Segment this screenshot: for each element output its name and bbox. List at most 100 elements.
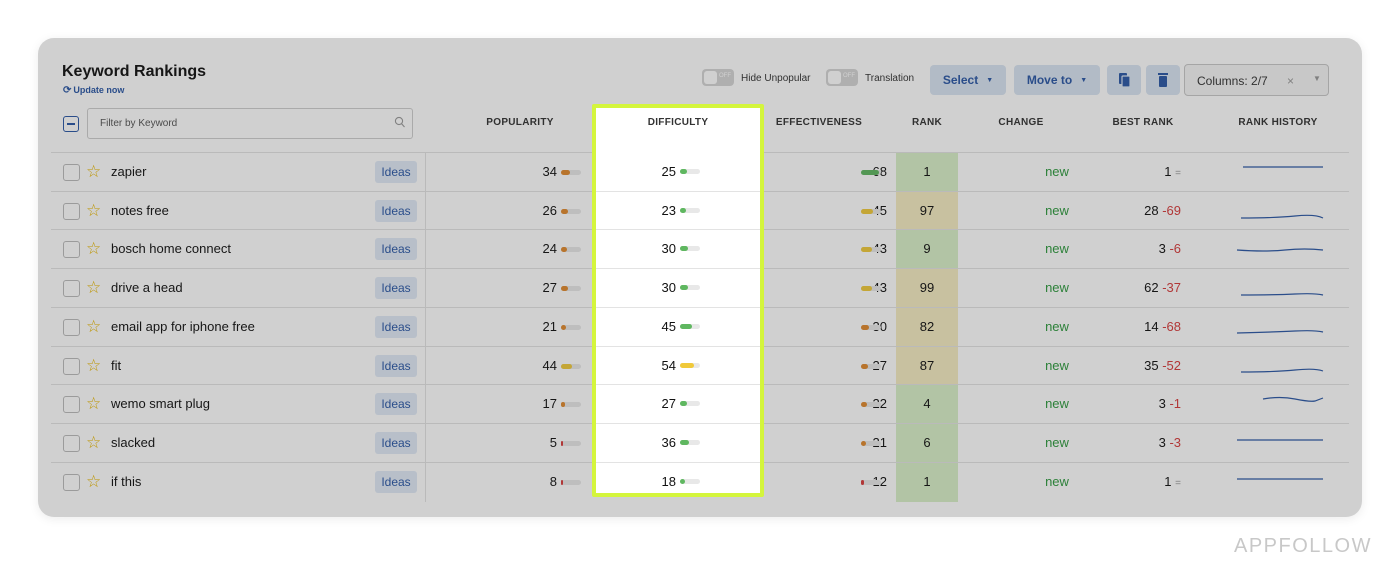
rank-history-sparkline	[1237, 439, 1323, 441]
toggle-state: OFF	[843, 73, 855, 79]
translation-toggle[interactable]: OFF	[826, 69, 858, 86]
difficulty-bar	[680, 169, 700, 174]
star-icon[interactable]: ☆	[86, 162, 102, 181]
best-rank-value: 1	[1164, 473, 1172, 489]
keyword-text[interactable]: wemo smart plug	[111, 396, 210, 412]
table-row[interactable]: ☆ if this Ideas 8 12 1 new 1 =	[51, 461, 1349, 502]
best-rank-value: 62	[1144, 280, 1159, 296]
columns-selector[interactable]: Columns: 2/7 × ▼	[1184, 64, 1329, 96]
column-header-difficulty-highlighted[interactable]: DIFFICULTY	[647, 117, 709, 128]
effectiveness-bar	[861, 208, 881, 214]
star-icon[interactable]: ☆	[86, 200, 102, 220]
popularity-value: 27	[542, 280, 557, 296]
column-divider	[425, 346, 426, 386]
keyword-text[interactable]: slacked	[111, 434, 156, 450]
difficulty-row-divider	[596, 229, 760, 231]
row-checkbox[interactable]	[63, 357, 80, 375]
star-icon[interactable]: ☆	[86, 316, 102, 336]
keyword-text[interactable]: bosch home connect	[111, 241, 231, 257]
change-value: new	[1045, 434, 1069, 450]
ideas-button[interactable]: Ideas	[375, 315, 417, 338]
copy-button[interactable]	[1107, 65, 1141, 95]
rank-value: 87	[896, 346, 958, 386]
rank-history-sparkline	[1243, 166, 1323, 168]
column-header-rank-history[interactable]: RANK HISTORY	[1238, 117, 1318, 128]
select-dropdown-button[interactable]: Select ▼	[930, 65, 1006, 95]
difficulty-value: 30	[661, 280, 676, 296]
difficulty-bar	[680, 323, 700, 329]
difficulty-value: 54	[661, 357, 676, 373]
ideas-button[interactable]: Ideas	[375, 470, 417, 493]
keyword-text[interactable]: if this	[111, 473, 142, 489]
popularity-value: 8	[549, 473, 557, 489]
table-row[interactable]: ☆ notes free Ideas 26 45 97 new 28 -69	[51, 190, 1349, 231]
keyword-text[interactable]: zapier	[111, 164, 147, 179]
column-divider	[425, 385, 426, 425]
rank-value: 82	[896, 307, 958, 347]
row-checkbox[interactable]	[63, 241, 80, 259]
difficulty-value: 25	[661, 164, 676, 179]
best-rank-cell: 3 -3	[1111, 424, 1181, 463]
column-header-best-rank[interactable]: BEST RANK	[1112, 117, 1174, 128]
move-to-dropdown-button[interactable]: Move to ▼	[1014, 65, 1100, 95]
row-checkbox[interactable]	[63, 434, 80, 452]
star-icon[interactable]: ☆	[86, 239, 102, 259]
star-icon[interactable]: ☆	[86, 471, 102, 491]
row-checkbox[interactable]	[63, 473, 80, 491]
column-header-change[interactable]: CHANGE	[998, 117, 1044, 128]
popularity-bar	[561, 324, 581, 330]
keyword-text[interactable]: fit	[111, 357, 122, 373]
star-icon[interactable]: ☆	[86, 355, 102, 375]
ideas-button[interactable]: Ideas	[375, 393, 417, 416]
row-checkbox[interactable]	[63, 318, 80, 336]
keyword-text[interactable]: drive a head	[111, 280, 183, 296]
update-now-link[interactable]: ⟳ Update now	[63, 85, 124, 96]
column-header-popularity[interactable]: POPULARITY	[486, 117, 554, 128]
row-checkbox[interactable]	[63, 202, 80, 220]
best-rank-cell: 28 -69	[1111, 192, 1181, 231]
best-rank-delta: -69	[1162, 202, 1181, 218]
row-checkbox[interactable]	[63, 164, 80, 181]
chevron-down-icon[interactable]: ▼	[1313, 74, 1321, 83]
column-header-effectiveness[interactable]: EFFECTIVENESS	[775, 117, 863, 128]
row-checkbox[interactable]	[63, 396, 80, 414]
ideas-button[interactable]: Ideas	[375, 161, 417, 183]
ideas-button[interactable]: Ideas	[375, 277, 417, 300]
best-rank-delta: -6	[1169, 241, 1181, 257]
best-rank-value: 3	[1158, 434, 1166, 450]
difficulty-value: 27	[661, 396, 676, 412]
best-rank-value: 28	[1144, 202, 1159, 218]
difficulty-row-divider	[596, 461, 760, 463]
column-header-rank[interactable]: RANK	[911, 117, 943, 128]
difficulty-value: 45	[661, 318, 676, 334]
popularity-bar	[561, 440, 581, 446]
ideas-button[interactable]: Ideas	[375, 354, 417, 377]
column-divider	[425, 462, 426, 502]
filter-keyword-input[interactable]: Filter by Keyword	[87, 108, 413, 139]
rank-value: 1	[896, 153, 958, 192]
difficulty-bar	[680, 285, 700, 291]
best-rank-delta: -68	[1162, 318, 1181, 334]
star-icon[interactable]: ☆	[86, 394, 102, 414]
difficulty-row-divider	[596, 306, 760, 308]
keyword-text[interactable]: email app for iphone free	[111, 318, 255, 334]
rank-history-sparkline	[1240, 293, 1324, 296]
delete-button[interactable]	[1146, 65, 1180, 95]
toggle-knob	[828, 71, 841, 84]
hide-unpopular-toggle[interactable]: OFF	[702, 69, 734, 86]
star-icon[interactable]: ☆	[86, 278, 102, 298]
popularity-value: 44	[542, 357, 557, 373]
rank-value: 1	[896, 462, 958, 502]
chevron-down-icon: ▼	[1080, 77, 1088, 84]
hide-unpopular-label: Hide Unpopular	[741, 73, 811, 84]
keyword-text[interactable]: notes free	[111, 202, 169, 218]
ideas-button[interactable]: Ideas	[375, 431, 417, 454]
star-icon[interactable]: ☆	[86, 432, 102, 452]
clear-columns-icon[interactable]: ×	[1287, 74, 1295, 88]
select-all-checkbox[interactable]	[63, 116, 79, 132]
ideas-button[interactable]: Ideas	[375, 238, 417, 261]
row-checkbox[interactable]	[63, 280, 80, 298]
ideas-button[interactable]: Ideas	[375, 199, 417, 222]
effectiveness-bar	[861, 402, 881, 408]
rank-value: 6	[896, 423, 958, 463]
